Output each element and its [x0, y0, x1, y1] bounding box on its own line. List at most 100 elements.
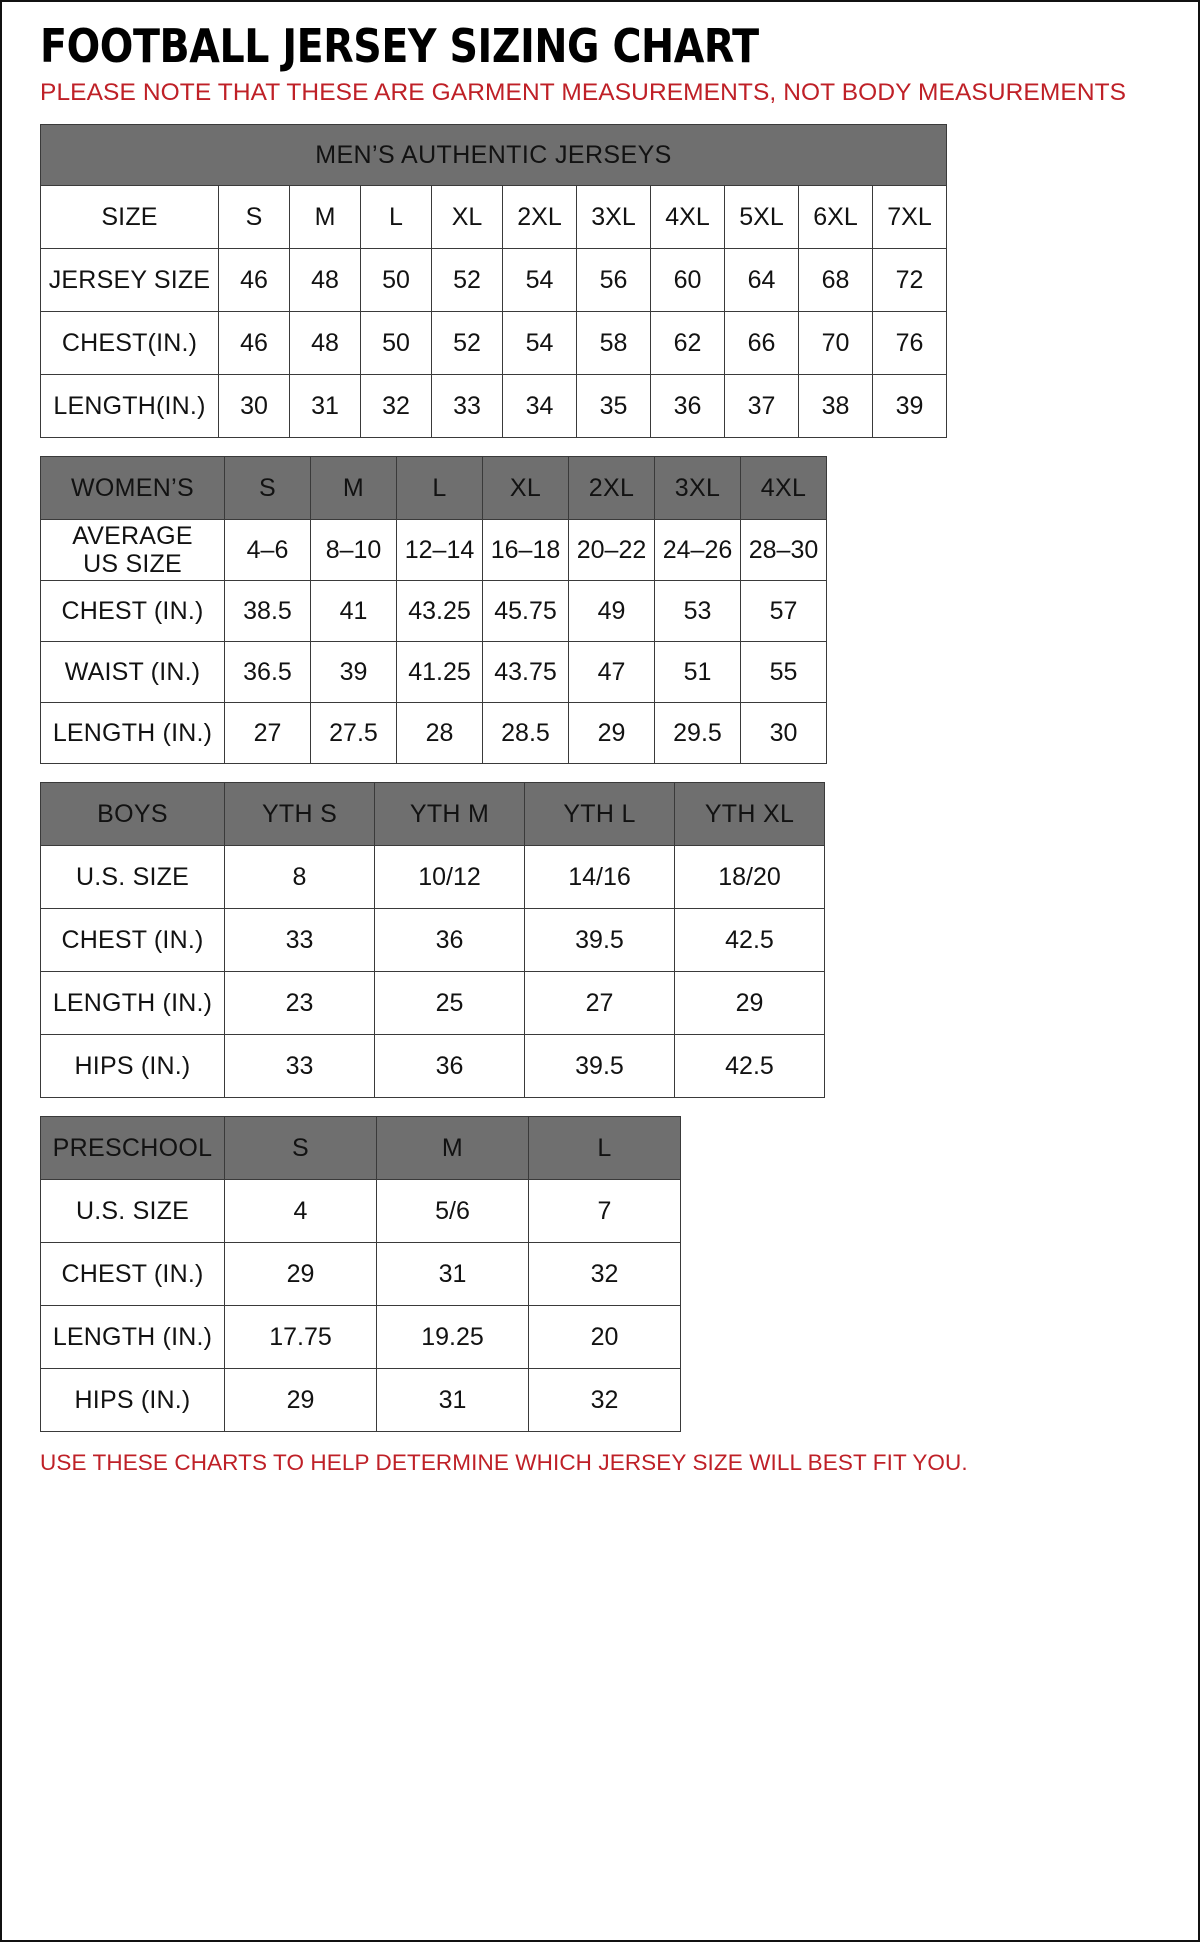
preschool-col-l: L — [528, 1116, 681, 1180]
table-row: LENGTH (IN.) 17.75 19.25 20 — [40, 1305, 681, 1369]
table-cell: 41.25 — [396, 641, 483, 703]
womens-col-xl: XL — [482, 456, 569, 520]
table-cell: 27 — [224, 702, 311, 764]
table-cell: 14/16 — [524, 845, 675, 909]
table-cell: 52 — [431, 248, 503, 312]
table-cell: 16–18 — [482, 519, 569, 581]
table-cell: 29 — [568, 702, 655, 764]
table-cell: 12–14 — [396, 519, 483, 581]
womens-col-2xl: 2XL — [568, 456, 655, 520]
preschool-table-header-row: PRESCHOOL S M L — [40, 1116, 681, 1180]
table-cell: 46 — [218, 311, 290, 375]
table-row: CHEST (IN.) 33 36 39.5 42.5 — [40, 908, 825, 972]
table-cell: 36 — [374, 908, 525, 972]
table-cell: 18/20 — [674, 845, 825, 909]
table-cell: 36 — [650, 374, 725, 438]
table-cell: 25 — [374, 971, 525, 1035]
mens-size-row-label: SIZE — [40, 185, 219, 249]
table-cell: 51 — [654, 641, 741, 703]
table-row: CHEST (IN.) 38.5 41 43.25 45.75 49 53 57 — [40, 580, 827, 642]
mens-table-header-row: SIZE S M L XL 2XL 3XL 4XL 5XL 6XL 7XL — [40, 185, 947, 249]
table-cell: 20–22 — [568, 519, 655, 581]
table-cell: 49 — [568, 580, 655, 642]
table-cell: 50 — [360, 248, 432, 312]
boys-table-header-row: BOYS YTH S YTH M YTH L YTH XL — [40, 782, 825, 846]
mens-col-6xl: 6XL — [798, 185, 873, 249]
table-cell: 45.75 — [482, 580, 569, 642]
table-cell: 41 — [310, 580, 397, 642]
table-cell: 32 — [528, 1368, 681, 1432]
table-cell: 39 — [872, 374, 947, 438]
boys-table-title: BOYS — [40, 782, 225, 846]
garment-measurement-disclaimer: PLEASE NOTE THAT THESE ARE GARMENT MEASU… — [40, 79, 1127, 106]
table-row: LENGTH (IN.) 27 27.5 28 28.5 29 29.5 30 — [40, 702, 827, 764]
label-line-2: US SIZE — [83, 550, 182, 578]
table-cell: 19.25 — [376, 1305, 529, 1369]
table-cell: 42.5 — [674, 908, 825, 972]
mens-col-l: L — [360, 185, 432, 249]
mens-col-5xl: 5XL — [724, 185, 799, 249]
table-cell: 52 — [431, 311, 503, 375]
mens-jersey-size-label: JERSEY SIZE — [40, 248, 219, 312]
table-row: CHEST(IN.) 46 48 50 52 54 58 62 66 70 76 — [40, 311, 947, 375]
table-cell: 36 — [374, 1034, 525, 1098]
table-cell: 58 — [576, 311, 651, 375]
table-cell: 29.5 — [654, 702, 741, 764]
table-cell: 38.5 — [224, 580, 311, 642]
table-row: U.S. SIZE 8 10/12 14/16 18/20 — [40, 845, 825, 909]
mens-authentic-jerseys-table: MEN’S AUTHENTIC JERSEYS SIZE S M L XL 2X… — [40, 124, 947, 438]
table-cell: 62 — [650, 311, 725, 375]
table-cell: 64 — [724, 248, 799, 312]
table-cell: 5/6 — [376, 1179, 529, 1243]
table-cell: 48 — [289, 248, 361, 312]
table-cell: 4 — [224, 1179, 377, 1243]
table-cell: 31 — [376, 1368, 529, 1432]
table-cell: 33 — [224, 1034, 375, 1098]
mens-col-s: S — [218, 185, 290, 249]
boys-col-yth-m: YTH M — [374, 782, 525, 846]
table-cell: 8–10 — [310, 519, 397, 581]
table-cell: 43.25 — [396, 580, 483, 642]
boys-chest-label: CHEST (IN.) — [40, 908, 225, 972]
table-row: LENGTH (IN.) 23 25 27 29 — [40, 971, 825, 1035]
table-cell: 30 — [740, 702, 827, 764]
table-row: HIPS (IN.) 29 31 32 — [40, 1368, 681, 1432]
womens-col-m: M — [310, 456, 397, 520]
table-cell: 32 — [528, 1242, 681, 1306]
boys-length-label: LENGTH (IN.) — [40, 971, 225, 1035]
table-cell: 23 — [224, 971, 375, 1035]
table-cell: 24–26 — [654, 519, 741, 581]
boys-jerseys-table: BOYS YTH S YTH M YTH L YTH XL U.S. SIZE … — [40, 782, 825, 1098]
table-row: AVERAGE US SIZE 4–6 8–10 12–14 16–18 20–… — [40, 519, 827, 581]
mens-col-xl: XL — [431, 185, 503, 249]
table-cell: 17.75 — [224, 1305, 377, 1369]
table-cell: 31 — [289, 374, 361, 438]
preschool-hips-label: HIPS (IN.) — [40, 1368, 225, 1432]
boys-col-yth-xl: YTH XL — [674, 782, 825, 846]
table-cell: 66 — [724, 311, 799, 375]
mens-table-banner-row: MEN’S AUTHENTIC JERSEYS — [40, 124, 947, 186]
table-cell: 54 — [502, 248, 577, 312]
table-cell: 8 — [224, 845, 375, 909]
table-cell: 68 — [798, 248, 873, 312]
mens-col-7xl: 7XL — [872, 185, 947, 249]
boys-col-yth-l: YTH L — [524, 782, 675, 846]
table-cell: 7 — [528, 1179, 681, 1243]
mens-table-banner-label: MEN’S AUTHENTIC JERSEYS — [40, 124, 947, 186]
womens-waist-label: WAIST (IN.) — [40, 641, 225, 703]
preschool-chest-label: CHEST (IN.) — [40, 1242, 225, 1306]
boys-hips-label: HIPS (IN.) — [40, 1034, 225, 1098]
page-title: FOOTBALL JERSEY SIZING CHART — [40, 19, 759, 73]
table-cell: 76 — [872, 311, 947, 375]
womens-average-us-size-label: AVERAGE US SIZE — [40, 519, 225, 581]
mens-col-3xl: 3XL — [576, 185, 651, 249]
preschool-jerseys-table: PRESCHOOL S M L U.S. SIZE 4 5/6 7 CHEST … — [40, 1116, 681, 1432]
table-cell: 54 — [502, 311, 577, 375]
table-cell: 56 — [576, 248, 651, 312]
table-row: U.S. SIZE 4 5/6 7 — [40, 1179, 681, 1243]
table-cell: 70 — [798, 311, 873, 375]
womens-col-4xl: 4XL — [740, 456, 827, 520]
table-cell: 4–6 — [224, 519, 311, 581]
table-cell: 27 — [524, 971, 675, 1035]
